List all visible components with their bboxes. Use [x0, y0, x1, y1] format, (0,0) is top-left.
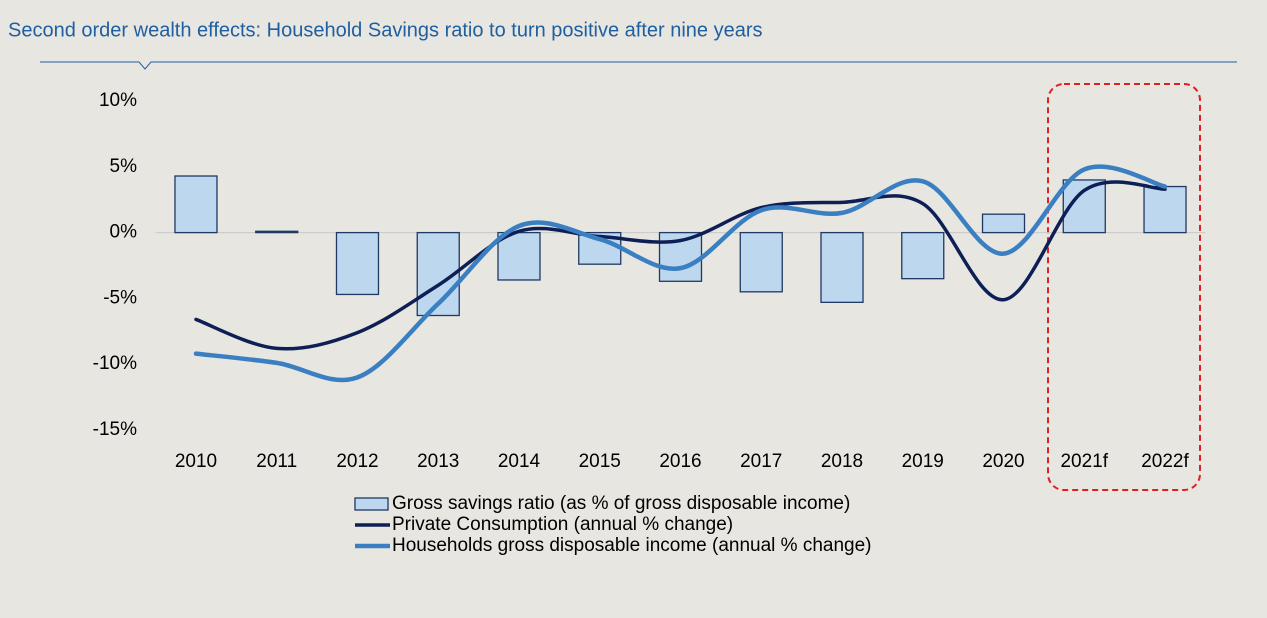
x-tick-label: 2012 [336, 451, 378, 472]
x-tick-label: 2019 [902, 451, 944, 472]
legend-label: Households gross disposable income (annu… [392, 535, 872, 556]
bar [335, 231, 380, 296]
x-tick-label: 2018 [821, 451, 863, 472]
y-tick-label: -5% [103, 287, 137, 308]
bar [901, 231, 945, 280]
x-tick-label: 2022f [1141, 451, 1189, 472]
bar [174, 175, 218, 234]
x-tick-label: 2015 [579, 451, 621, 472]
legend-label: Gross savings ratio (as % of gross dispo… [392, 493, 850, 514]
x-tick-label: 2016 [659, 451, 701, 472]
bar [1143, 185, 1187, 234]
forecast-highlight [1047, 83, 1201, 491]
x-tick-label: 2013 [417, 451, 459, 472]
x-tick-label: 2017 [740, 451, 782, 472]
chart-title: Second order wealth effects: Household S… [8, 19, 763, 41]
bar [820, 231, 864, 303]
bar [497, 231, 541, 281]
x-tick-label: 2011 [256, 451, 297, 472]
title-rule [40, 61, 1237, 70]
legend-swatch [354, 497, 389, 511]
y-tick-label: 0% [110, 222, 138, 243]
line [193, 164, 1168, 383]
x-tick-label: 2020 [982, 451, 1024, 472]
bar [739, 231, 783, 293]
line [194, 180, 1167, 351]
x-tick-label: 2021f [1060, 451, 1108, 472]
y-tick-label: 5% [110, 156, 138, 177]
bar [981, 213, 1026, 234]
x-tick-label: 2014 [498, 451, 541, 472]
legend-label: Private Consumption (annual % change) [392, 514, 733, 535]
y-tick-label: 10% [99, 90, 137, 111]
y-tick-label: -15% [93, 419, 137, 440]
x-tick-label: 2010 [175, 451, 217, 472]
y-tick-label: -10% [93, 353, 137, 374]
bar [255, 230, 299, 234]
